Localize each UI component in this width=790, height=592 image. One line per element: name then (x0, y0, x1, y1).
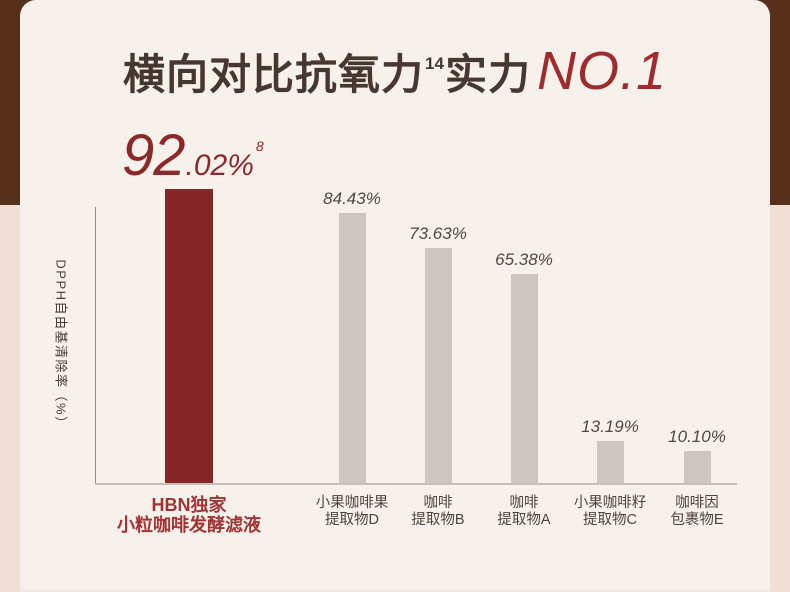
bar-category-label-2: 小果咖啡果 提取物D (315, 495, 389, 528)
bar-category-label-5: 小果咖啡籽 提取物C (573, 495, 647, 528)
bar-category-label-1: HBN独家 小粒咖啡发酵滤液 (117, 495, 261, 535)
bar-category-label-3: 咖啡 提取物B (411, 495, 465, 528)
bar-6 (683, 451, 711, 483)
title-superscript: 14 (425, 54, 444, 73)
bar-category-label-4: 咖啡 提取物A (497, 495, 551, 528)
bar-2 (338, 213, 366, 483)
bar-1 (165, 189, 213, 483)
headline-integer: 92 (122, 123, 186, 188)
bar-value-label-2: 84.43% (323, 189, 381, 208)
title-rank-no1: NO.1 (536, 41, 667, 101)
bar-5 (596, 441, 624, 483)
page-title: 横向对比抗氧力 14 实力 NO.1 (0, 40, 790, 102)
bar-3 (424, 248, 452, 483)
bar-4 (510, 274, 538, 483)
bar-value-label-4: 65.38% (495, 250, 553, 269)
bottom-divider (20, 589, 770, 592)
x-axis-baseline (95, 483, 737, 485)
content-card (20, 0, 770, 592)
title-text-right: 实力 (444, 51, 531, 98)
headline-superscript: 8 (255, 138, 264, 154)
title-text-left: 横向对比抗氧力 (123, 51, 425, 98)
headline-value: 92.02% 8 (122, 122, 264, 189)
bar-category-label-6: 咖啡因 包裹物E (670, 495, 724, 528)
headline-fraction: .02% (185, 149, 254, 182)
y-axis-line (95, 207, 96, 483)
bar-value-label-3: 73.63% (409, 224, 467, 243)
bar-value-label-5: 13.19% (581, 417, 639, 436)
bar-value-label-6: 10.10% (668, 427, 726, 446)
